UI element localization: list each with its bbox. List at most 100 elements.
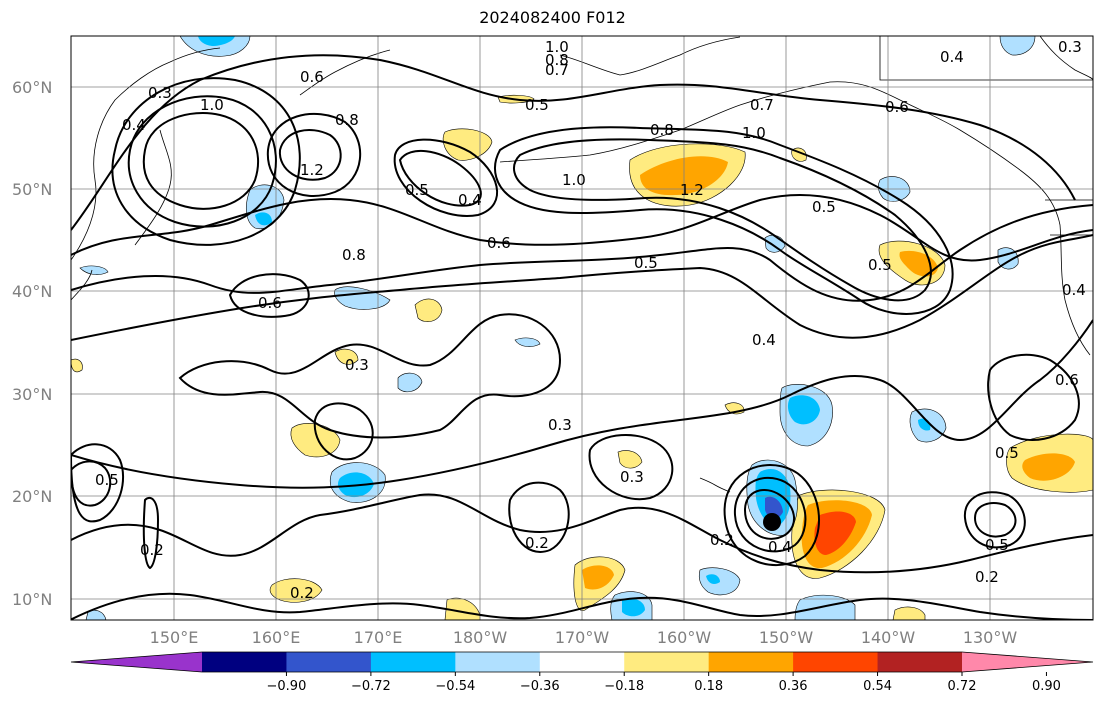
contour-line	[127, 95, 277, 228]
colorbar-tick-label: −0.90	[267, 679, 307, 694]
contour-line	[266, 113, 362, 197]
lon-label: 150°W	[759, 628, 814, 647]
contour-label: 0.3	[1058, 38, 1082, 56]
contour-line	[733, 476, 807, 553]
lat-label: 50°N	[12, 180, 52, 199]
shade-negative	[198, 36, 235, 46]
contour-labels: 0.3 0.4 0.6 1.0 0.8 1.2 1.0 0.8 0.7 0.5 …	[95, 38, 1086, 602]
contour-line	[228, 273, 310, 318]
contour-line	[963, 491, 1026, 549]
shade-negative	[334, 286, 391, 310]
coastline	[739, 81, 1021, 171]
contour-label: 0.2	[525, 534, 549, 552]
contour-label: 0.5	[995, 444, 1019, 462]
coastline	[1039, 36, 1093, 81]
colorbar-tick-label: 0.72	[948, 679, 977, 694]
contour-label: 1.0	[200, 96, 224, 114]
contour-line	[588, 434, 674, 501]
colorbar-tick-label: −0.36	[520, 679, 560, 694]
shade-positive	[582, 565, 614, 590]
graticule	[71, 36, 1093, 620]
contour-label: 0.3	[620, 468, 644, 486]
colorbar-swatch	[370, 652, 456, 672]
storm-center-marker	[763, 513, 781, 531]
colorbar-swatch	[202, 652, 287, 672]
contour-line	[398, 149, 482, 207]
coastline	[71, 47, 221, 261]
contour-label: 0.6	[258, 294, 282, 312]
colorbar-outline	[70, 651, 1094, 673]
lat-label: 30°N	[12, 385, 52, 404]
contour-line	[393, 138, 498, 217]
shade-positive	[1022, 453, 1075, 481]
contour-label: 0.2	[140, 541, 164, 559]
lat-label: 60°N	[12, 78, 52, 97]
contour-label: 0.2	[975, 568, 999, 586]
contour-line	[71, 234, 1093, 341]
shade-positive	[71, 358, 83, 373]
contour-line	[71, 194, 1093, 262]
contour-line	[111, 77, 301, 246]
colorbar-tick-label: 0.90	[1032, 679, 1061, 694]
contour-label: 0.3	[345, 356, 369, 374]
contour-label: 0.4	[1062, 281, 1086, 299]
contour-line	[313, 402, 374, 461]
contour-label: 1.0	[742, 124, 766, 142]
lon-label: 160°W	[657, 628, 712, 647]
contour-line	[71, 493, 1093, 574]
shade-negative	[794, 594, 856, 620]
contour-line	[142, 112, 260, 210]
shade-positive	[892, 606, 926, 620]
shade-negative	[999, 36, 1036, 56]
contour-label: 0.5	[868, 256, 892, 274]
colorbar-tick-label: −0.18	[604, 679, 644, 694]
shade-positive	[269, 578, 323, 603]
colorbar-swatch	[539, 652, 625, 672]
contour-label: 0.8	[342, 246, 366, 264]
contour-label: 0.5	[95, 471, 119, 489]
shade-negative	[179, 36, 251, 57]
colorbar-tick-label: 0.36	[779, 679, 808, 694]
contour-label: 0.8	[650, 121, 674, 139]
coastline	[879, 36, 1093, 81]
map-area: 0.3 0.4 0.6 1.0 0.8 1.2 1.0 0.8 0.7 0.5 …	[70, 35, 1094, 621]
contour-label: 1.0	[562, 171, 586, 189]
lon-label: 180°W	[453, 628, 508, 647]
colorbar-swatch	[455, 652, 541, 672]
shade-negative	[79, 265, 109, 275]
contour-line	[987, 353, 1080, 441]
contour-label: 0.6	[300, 68, 324, 86]
contour-label: 0.7	[545, 61, 569, 79]
lon-label: 130°W	[963, 628, 1018, 647]
coastline	[499, 104, 741, 163]
contour-label: 0.6	[885, 98, 909, 116]
colorbar-swatch	[624, 652, 710, 672]
latitude-labels: 10°N 20°N 30°N 40°N 50°N 60°N	[12, 78, 52, 609]
contour-line	[71, 319, 1093, 489]
colorbar-extension-low	[71, 652, 202, 672]
lat-label: 10°N	[12, 590, 52, 609]
colorbar-tick-label: 0.18	[694, 679, 723, 694]
contour-label: 0.4	[940, 48, 964, 66]
coastline	[71, 269, 93, 301]
contour-label: 0.5	[985, 536, 1009, 554]
contour-line	[508, 481, 570, 553]
shade-positive	[617, 450, 643, 469]
shade-negative	[622, 598, 645, 617]
contour-line	[71, 592, 1093, 620]
contour-line	[142, 496, 160, 570]
lon-label: 150°E	[150, 628, 199, 647]
contour-label: 0.5	[634, 254, 658, 272]
colorbar-swatch	[793, 652, 879, 672]
colorbar-swatch	[708, 652, 794, 672]
lon-label: 160°E	[252, 628, 301, 647]
contour-line	[278, 129, 342, 181]
contour-label: 0.5	[525, 96, 549, 114]
longitude-labels: 150°E 160°E 170°E 180°W 170°W 160°W 150°…	[150, 628, 1018, 647]
colorbar-extension-high	[962, 652, 1093, 672]
colorbar-swatch	[286, 652, 372, 672]
contour-label: 0.5	[812, 198, 836, 216]
contour-label: 0.2	[290, 584, 314, 602]
map-title: 2024082400 F012	[479, 8, 626, 27]
coastline	[1019, 169, 1091, 356]
